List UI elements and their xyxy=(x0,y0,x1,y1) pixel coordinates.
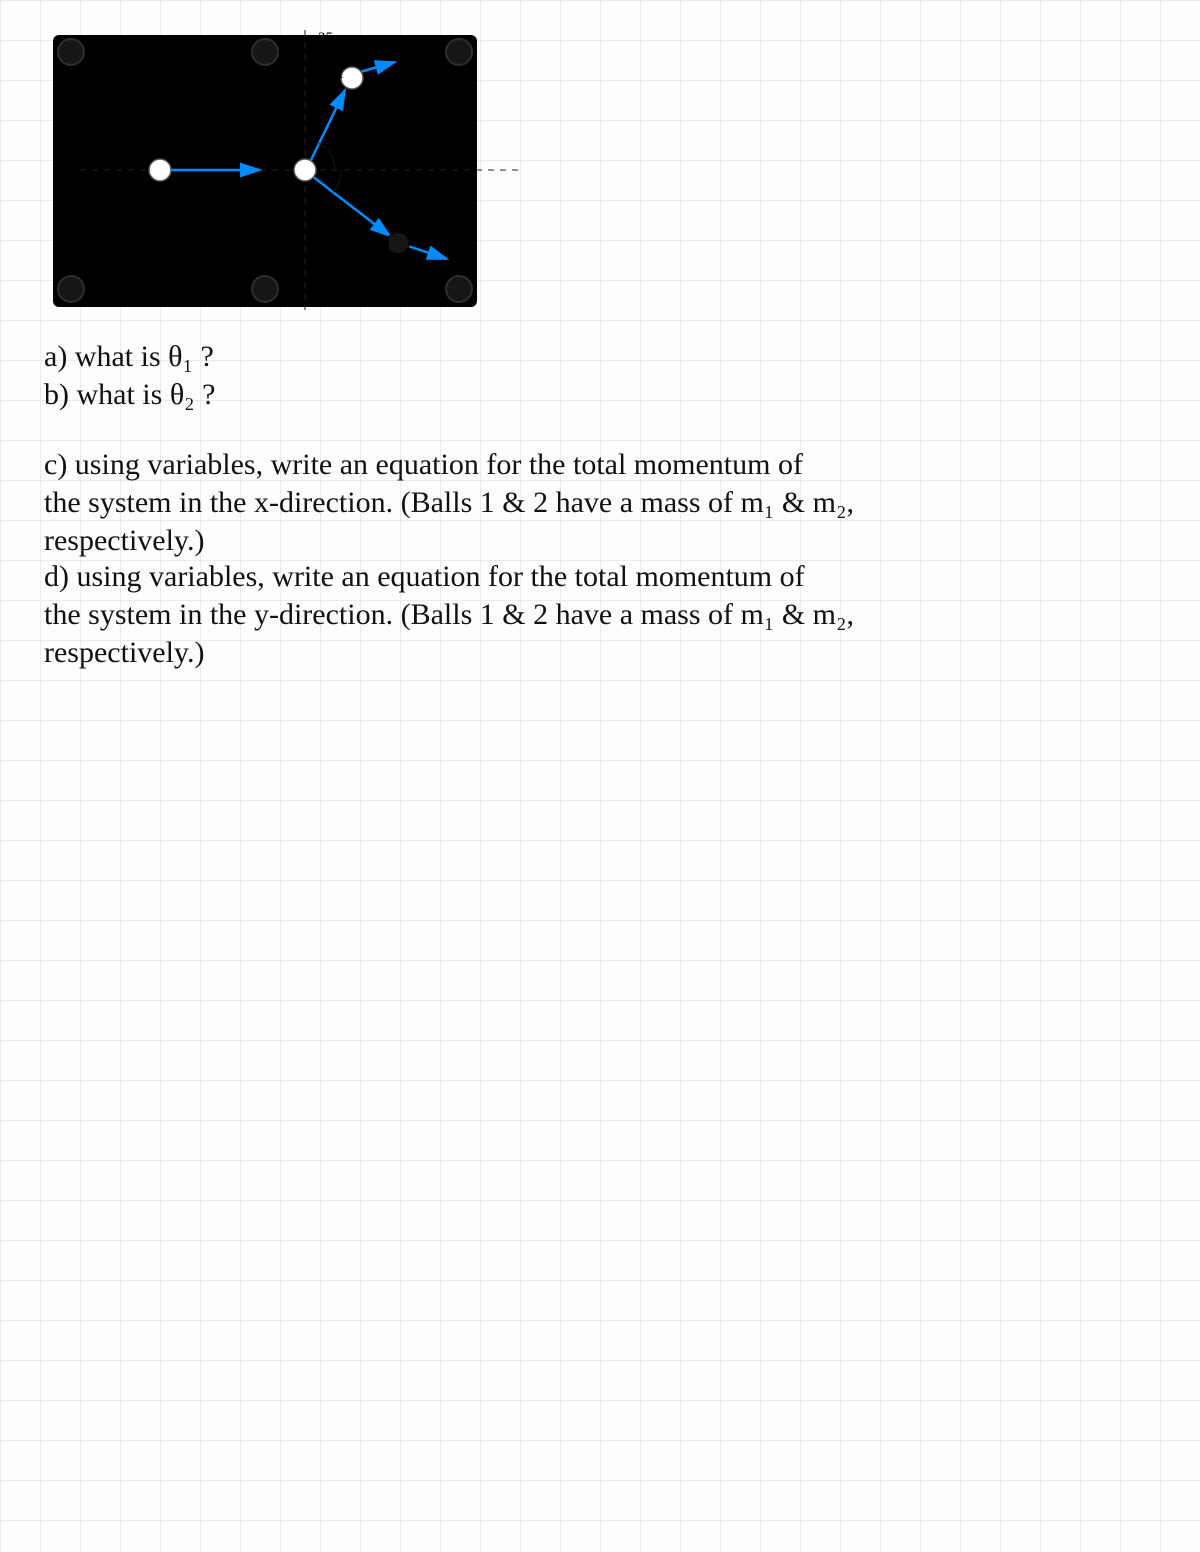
svg-text:Ball 1: Ball 1 xyxy=(128,140,164,156)
svg-text:v₁ᵢ: v₁ᵢ xyxy=(148,184,162,200)
pool-diagram: Ball 1 v₁ᵢ Ball 2 v₂ᵢ = 0 Ball 1 v₁ θ₁ θ₂ v₂ Ball… xyxy=(0,0,560,330)
svg-text:θ₂: θ₂ xyxy=(345,174,358,190)
svg-text:Ball 1: Ball 1 xyxy=(308,66,344,82)
svg-text:v₂ᵢ = 0: v₂ᵢ = 0 xyxy=(248,172,288,188)
svg-text:θ₁: θ₁ xyxy=(325,146,338,162)
svg-text:Ball 2: Ball 2 xyxy=(354,238,390,254)
svg-text:50 cm: 50 cm xyxy=(346,272,383,288)
question-b: b) what is θ₂ ? xyxy=(44,378,215,412)
question-d-line3: respectively.) xyxy=(44,636,204,670)
svg-text:v₂: v₂ xyxy=(405,214,417,230)
question-c-line2: the system in the x-direction. (Balls 1 … xyxy=(44,486,1194,520)
question-c-line1: c) using variables, write an equation fo… xyxy=(44,448,1194,482)
question-a: a) what is θ₁ ? xyxy=(44,340,214,374)
svg-text:v₁: v₁ xyxy=(370,74,382,90)
question-c-line3: respectively.) xyxy=(44,524,204,558)
question-d-line1: d) using variables, write an equation fo… xyxy=(44,560,1194,594)
svg-text:50 cm: 50 cm xyxy=(264,90,301,106)
question-d-line2: the system in the y-direction. (Balls 1 … xyxy=(44,598,1194,632)
svg-text:Ball 2: Ball 2 xyxy=(264,140,300,156)
svg-text:50 cm: 50 cm xyxy=(264,210,301,226)
svg-text:25 cm: 25 cm xyxy=(318,30,355,46)
